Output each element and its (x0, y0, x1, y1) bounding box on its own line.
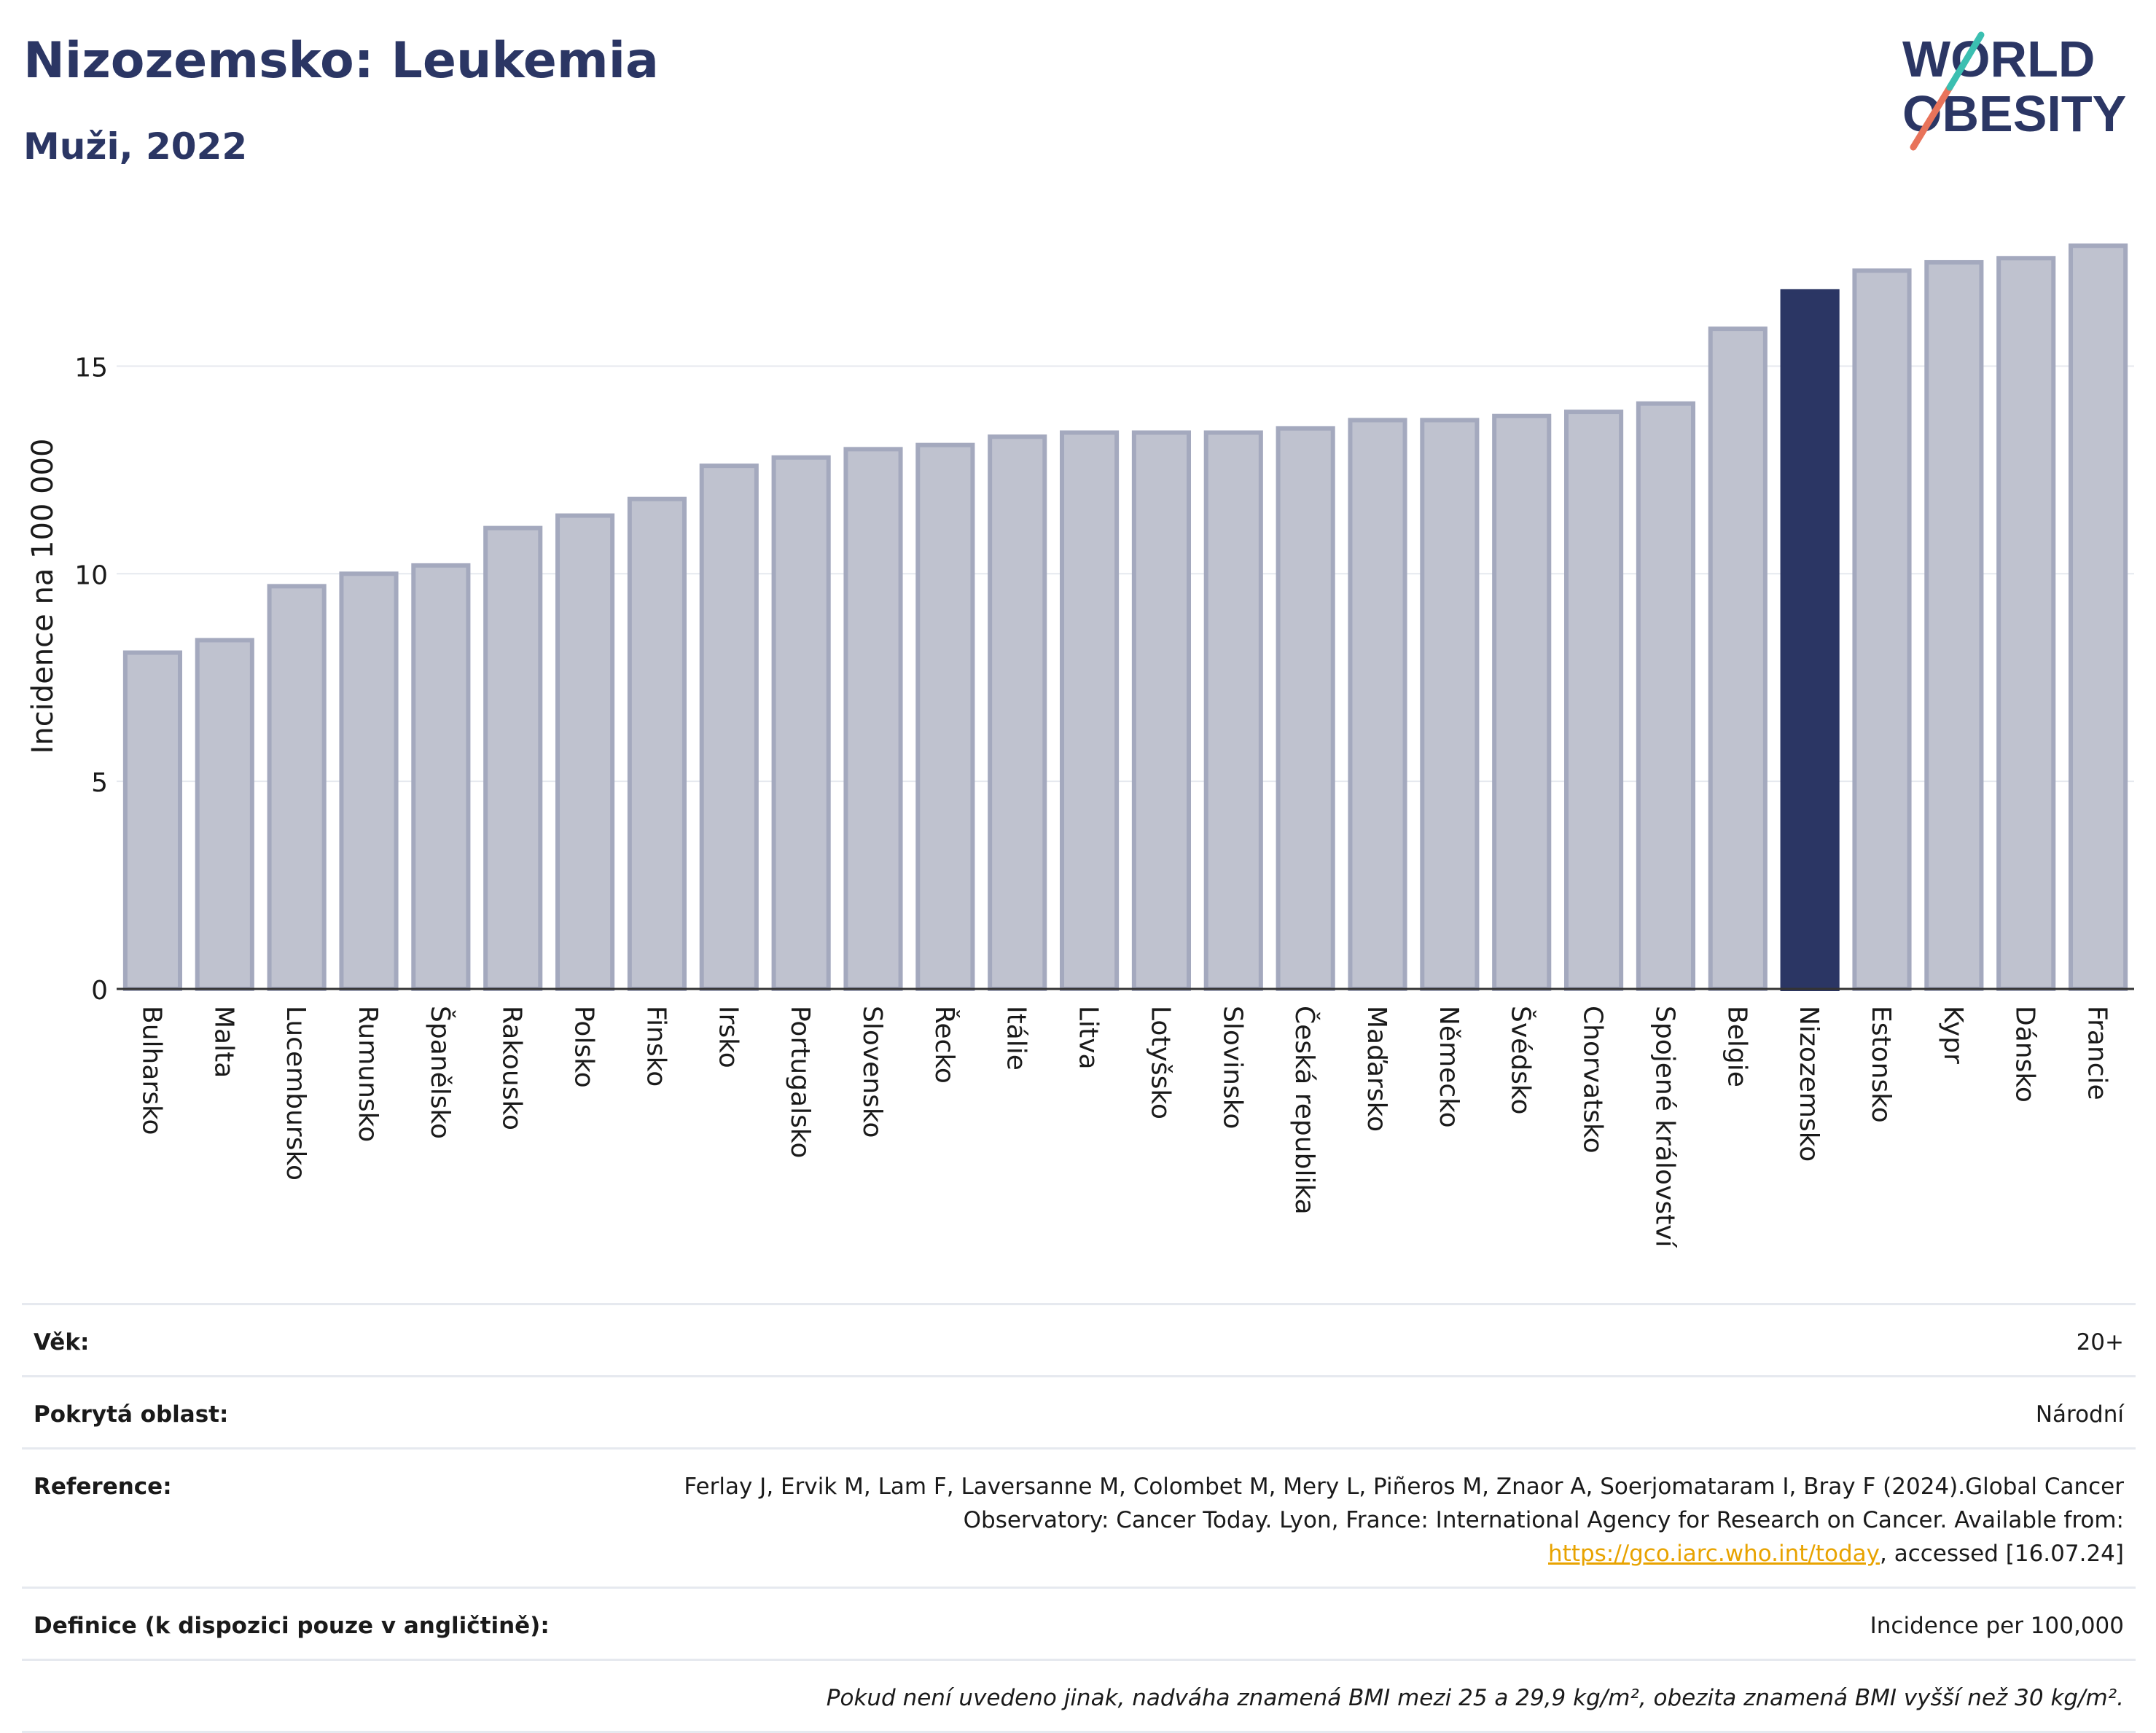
bar (1060, 430, 1120, 991)
x-tick-label: Slovensko (857, 1006, 887, 1138)
x-tick-label: Maďarsko (1362, 1006, 1391, 1132)
bar (1492, 413, 1552, 991)
y-tick-label: 0 (91, 976, 108, 1006)
bar (1708, 326, 1768, 992)
x-tick-label: Itálie (1001, 1006, 1031, 1071)
footnote: Pokud není uvedeno jinak, nadváha znamen… (826, 1685, 2124, 1711)
reference-value: Ferlay J, Ervik M, Lam F, Laversanne M, … (666, 1470, 2124, 1570)
chart-subtitle: Muži, 2022 (23, 125, 248, 168)
x-tick-label: Spojené království (1649, 1006, 1679, 1248)
info-table: Věk: 20+ Pokrytá oblast: Národní Referen… (22, 1303, 2136, 1733)
bar-chart: 0 5 10 15 Bulharsko Malta Lucembursko Rumunsko Š… (26, 243, 2134, 1248)
bar (555, 513, 615, 991)
y-tick-label: 15 (74, 353, 108, 383)
definition-value: Incidence per 100,000 (1870, 1613, 2124, 1639)
bar (988, 434, 1047, 991)
bar (1852, 268, 1912, 991)
x-tick-label: Irsko (713, 1006, 743, 1068)
bar (195, 638, 254, 991)
bar (122, 650, 182, 991)
logo-line1: WORLD (1902, 31, 2095, 87)
reference-text-2: , accessed [16.07.24] (1879, 1541, 2124, 1567)
x-tick-label: Finsko (641, 1006, 671, 1087)
info-row-note: Pokud není uvedeno jinak, nadváha znamen… (22, 1659, 2136, 1733)
age-label: Věk: (34, 1329, 90, 1356)
x-tick-label: Rakousko (497, 1006, 527, 1130)
x-tick-label: Kypr (1938, 1006, 1968, 1064)
bar (411, 563, 471, 991)
reference-text-1: Ferlay J, Ervik M, Lam F, Laversanne M, … (684, 1474, 2124, 1533)
bar (1420, 418, 1480, 991)
bar (915, 442, 975, 991)
info-row-reference: Reference: Ferlay J, Ervik M, Lam F, Lav… (22, 1447, 2136, 1587)
x-tick-label: Slovinsko (1217, 1006, 1247, 1129)
bar (699, 463, 759, 991)
x-tick-label: Lucembursko (281, 1006, 310, 1181)
info-row-area: Pokrytá oblast: Národní (22, 1375, 2136, 1447)
x-tick-label: Estonsko (1866, 1006, 1896, 1123)
bar (1924, 259, 1984, 991)
bar (1348, 418, 1407, 991)
bar (1996, 256, 2056, 991)
x-tick-label: Rumunsko (353, 1006, 383, 1142)
x-tick-label: Nizozemsko (1794, 1006, 1824, 1162)
x-tick-label: Lotyšsko (1145, 1006, 1175, 1119)
bar (1564, 410, 1624, 991)
bars (122, 243, 2128, 992)
bar (771, 455, 831, 991)
x-tick-label: Polsko (569, 1006, 599, 1088)
bar (1131, 430, 1191, 991)
bar (339, 571, 399, 991)
x-tick-label: Litva (1074, 1006, 1104, 1070)
x-tick-label: Malta (208, 1006, 238, 1078)
age-value: 20+ (2076, 1329, 2124, 1356)
bar (483, 525, 543, 991)
reference-link[interactable]: https://gco.iarc.who.int/today (1548, 1541, 1880, 1567)
area-label: Pokrytá oblast: (34, 1401, 229, 1428)
bar-highlighted (1780, 289, 1840, 991)
bar (1203, 430, 1263, 991)
logo-slash-teal (1946, 31, 1985, 91)
bar (2069, 243, 2128, 991)
x-tick-label: Švédsko (1506, 1006, 1536, 1115)
y-axis-label: Incidence na 100 000 (26, 439, 60, 754)
logo-slash-red (1910, 84, 1953, 151)
axes: 0 5 10 15 Bulharsko Malta Lucembursko Rumunsko Š… (74, 353, 2134, 1248)
y-tick-label: 10 (74, 560, 108, 590)
x-tick-label: Belgie (1722, 1006, 1751, 1087)
x-tick-label: Francie (2082, 1006, 2112, 1100)
reference-label: Reference: (34, 1474, 172, 1500)
bar (267, 584, 327, 991)
bar (1636, 401, 1695, 991)
x-tick-label: Chorvatsko (1578, 1006, 1608, 1154)
x-tick-label: Španělsko (425, 1006, 456, 1139)
info-row-definition: Definice (k dispozici pouze v angličtině… (22, 1587, 2136, 1659)
chart-title: Nizozemsko: Leukemia (23, 32, 659, 90)
area-value: Národní (2035, 1401, 2124, 1428)
y-tick-label: 5 (91, 768, 108, 798)
x-tick-label: Německo (1434, 1006, 1464, 1128)
logo-line2: OBESITY (1902, 85, 2126, 142)
bar (843, 447, 903, 991)
definition-label: Definice (k dispozici pouze v angličtině… (34, 1613, 550, 1639)
world-obesity-logo: WORLD OBESITY (1902, 31, 2126, 151)
bar (627, 496, 687, 991)
x-tick-label: Bulharsko (136, 1006, 166, 1135)
x-tick-label: Portugalsko (785, 1006, 815, 1158)
x-tick-label: Řecko (929, 1006, 960, 1084)
x-tick-label: Česká republika (1289, 1006, 1320, 1215)
info-row-age: Věk: 20+ (22, 1303, 2136, 1375)
bar (1276, 426, 1335, 991)
x-tick-label: Dánsko (2010, 1006, 2040, 1103)
